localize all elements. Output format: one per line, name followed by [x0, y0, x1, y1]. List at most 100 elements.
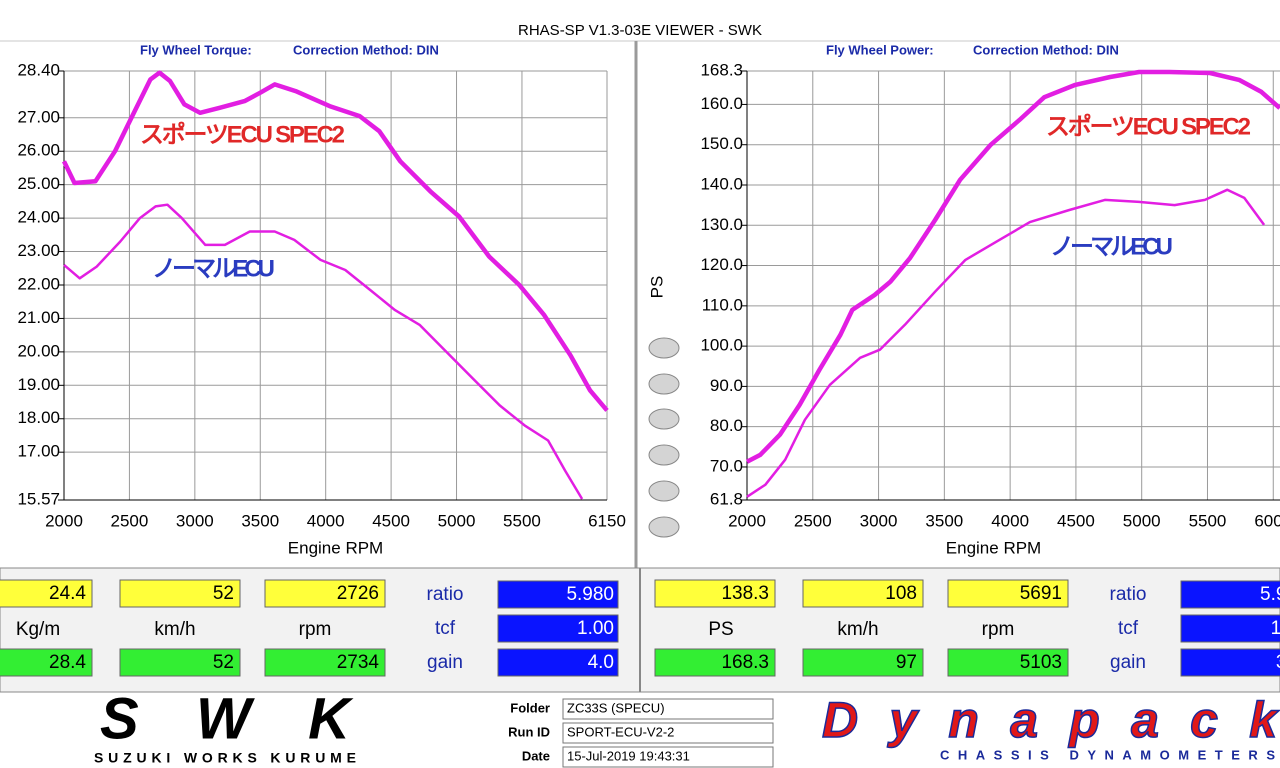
field-box	[562, 698, 774, 720]
param-value: 30	[1276, 652, 1280, 673]
unit-label: rpm	[299, 619, 332, 640]
current-value-box	[802, 579, 924, 608]
correction-method: Correction Method: DIN	[293, 42, 439, 57]
x-tick-label: 5000	[1123, 511, 1161, 530]
param-box	[1180, 580, 1280, 609]
unit-label: PS	[708, 619, 733, 640]
y-tick-label: 80.0	[710, 416, 743, 435]
unit-label: Kg/m	[16, 619, 60, 640]
peak-value: 2734	[337, 652, 380, 673]
peak-value-box	[802, 648, 924, 677]
y-tick-label: 21.00	[17, 308, 60, 327]
y-tick-label: 140.0	[700, 174, 743, 193]
param-label: tcf	[1118, 618, 1139, 639]
y-tick-label: 150.0	[700, 134, 743, 153]
param-box	[1180, 614, 1280, 643]
swk-logo: SWK	[100, 686, 354, 751]
y-tick-label: 19.00	[17, 375, 60, 394]
peak-value-box	[119, 648, 241, 677]
y-tick-label: 15.57	[17, 489, 60, 508]
y-tick-label: 61.8	[710, 489, 743, 508]
field-value: 15-Jul-2019 19:43:31	[567, 748, 690, 763]
y-tick-label: 18.00	[17, 408, 60, 427]
series-line	[745, 69, 1280, 464]
x-tick-label: 5500	[503, 511, 541, 530]
y-tick-label: 22.00	[17, 274, 60, 293]
field-label: Folder	[510, 700, 550, 715]
field-value: SPORT-ECU-V2-2	[567, 724, 674, 739]
current-value: 108	[885, 583, 917, 604]
series-line	[746, 188, 1266, 498]
field-label: Run ID	[508, 724, 550, 739]
x-tick-label: 4000	[307, 511, 345, 530]
unit-label: km/h	[837, 619, 878, 640]
param-box	[497, 580, 619, 609]
window-title: RHAS-SP V1.3-03E VIEWER - SWK	[518, 22, 762, 39]
y-tick-label: 168.3	[700, 60, 743, 79]
x-tick-label: 6150	[588, 511, 626, 530]
round-button[interactable]	[648, 480, 680, 502]
round-button[interactable]	[648, 337, 680, 359]
side-buttons	[648, 337, 680, 538]
param-value: 5.98	[1260, 584, 1280, 605]
current-value: 52	[213, 583, 234, 604]
x-tick-label: 4500	[372, 511, 410, 530]
round-button[interactable]	[648, 408, 680, 430]
current-value-box	[119, 579, 241, 608]
y-tick-label: 24.00	[17, 208, 60, 227]
round-button[interactable]	[648, 444, 680, 466]
field-box	[562, 722, 774, 744]
peak-value: 97	[896, 652, 917, 673]
current-value: 138.3	[721, 583, 769, 604]
y-tick-label: 70.0	[710, 456, 743, 475]
peak-value: 52	[213, 652, 234, 673]
y-tick-label: 110.0	[702, 295, 743, 314]
y-tick-label: 25.00	[17, 174, 60, 193]
y-tick-label: 160.0	[700, 94, 743, 113]
param-box	[497, 614, 619, 643]
x-tick-label: 4000	[991, 511, 1029, 530]
param-value: 5.980	[566, 584, 614, 605]
peak-value: 5103	[1020, 652, 1062, 673]
round-button[interactable]	[648, 373, 680, 395]
swk-subtitle: SUZUKI WORKS KURUME	[94, 750, 356, 766]
x-tick-label: 2000	[45, 511, 83, 530]
x-tick-label: 3500	[241, 511, 279, 530]
x-tick-label: 3000	[176, 511, 214, 530]
param-label: ratio	[1110, 584, 1147, 605]
round-button[interactable]	[648, 516, 680, 538]
current-value: 2726	[337, 583, 379, 604]
unit-label: km/h	[154, 619, 195, 640]
y-tick-label: 120.0	[700, 255, 743, 274]
field-box	[562, 746, 774, 768]
series-label: ノーマルECU	[152, 255, 275, 282]
series-label: スポーツECU SPEC2	[140, 120, 345, 148]
current-value: 24.4	[49, 583, 86, 604]
param-label: gain	[1110, 652, 1146, 673]
peak-value: 28.4	[49, 652, 86, 673]
peak-value: 168.3	[721, 652, 769, 673]
y-tick-label: 27.00	[17, 107, 60, 126]
y-tick-label: 23.00	[17, 241, 60, 260]
field-label: Date	[522, 748, 550, 763]
peak-value-box	[0, 648, 93, 677]
chart-header: Fly Wheel Torque:	[140, 42, 252, 57]
y-tick-label: 100.0	[700, 336, 743, 355]
chart-header: Fly Wheel Power:	[826, 42, 934, 57]
series-label: スポーツECU SPEC2	[1046, 112, 1251, 140]
y-axis-title: PS	[647, 276, 666, 299]
unit-label: rpm	[982, 619, 1015, 640]
y-tick-label: 17.00	[17, 442, 60, 461]
y-tick-label: 130.0	[700, 215, 743, 234]
param-value: 1.00	[577, 618, 614, 639]
y-tick-label: 20.00	[17, 341, 60, 360]
param-box	[497, 648, 619, 677]
x-axis-title: Engine RPM	[946, 538, 1041, 557]
x-tick-label: 5500	[1189, 511, 1227, 530]
param-box	[1180, 648, 1280, 677]
peak-value-box	[264, 648, 386, 677]
param-label: ratio	[427, 584, 464, 605]
peak-value-box	[947, 648, 1069, 677]
current-value: 5691	[1020, 583, 1062, 604]
